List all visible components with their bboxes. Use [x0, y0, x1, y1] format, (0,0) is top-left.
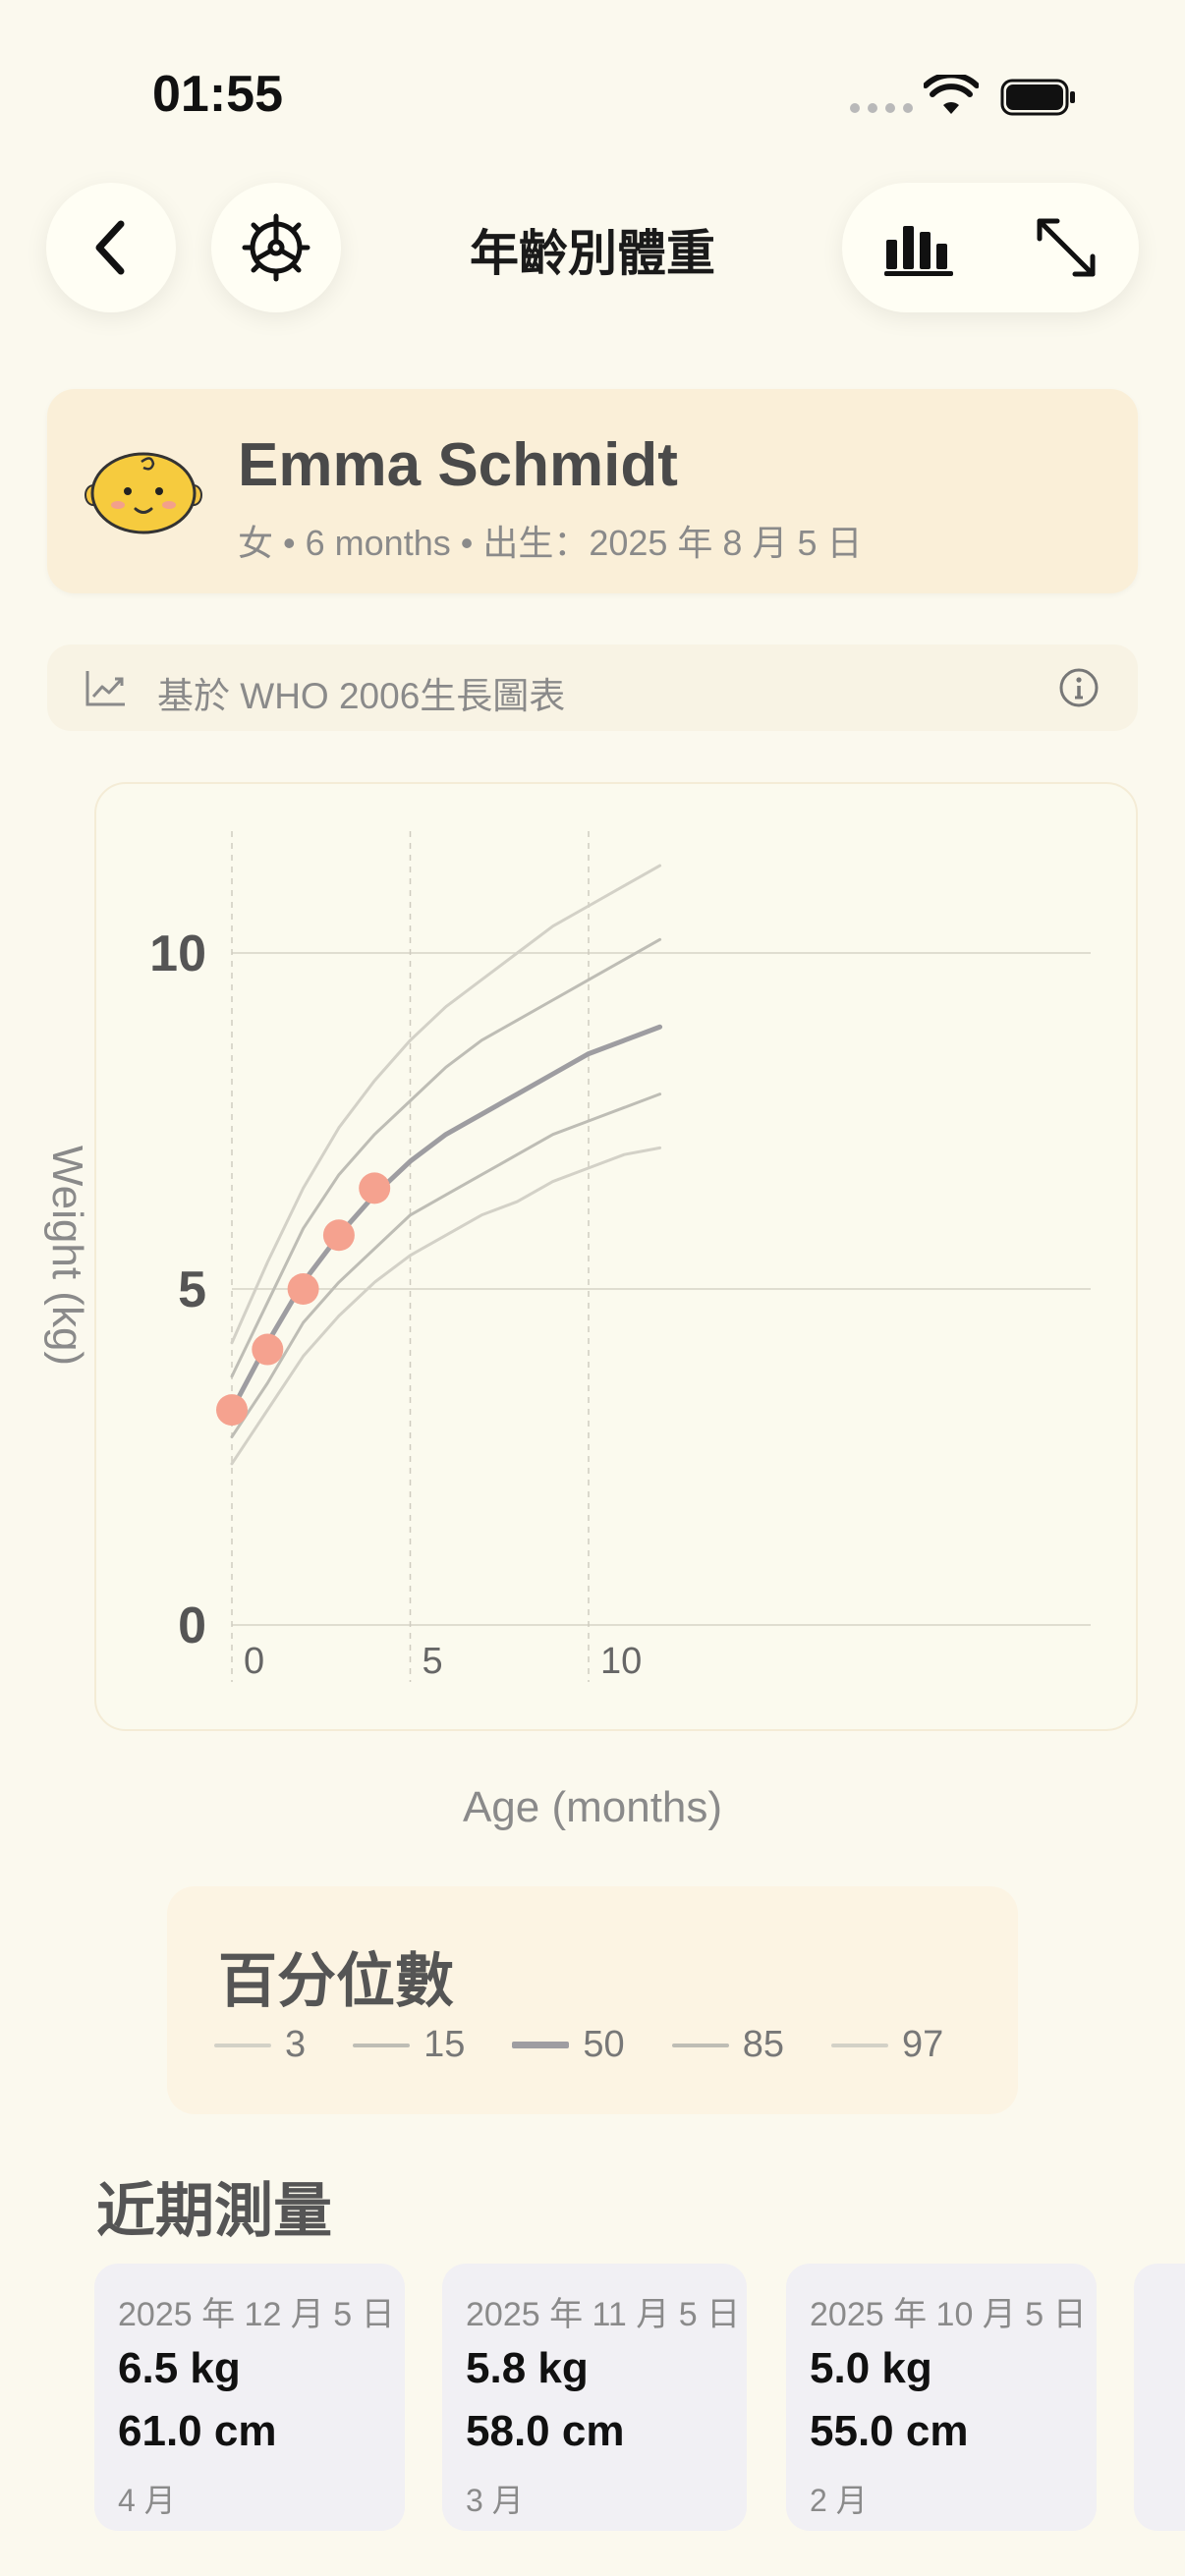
legend-label: 97	[901, 2024, 944, 2065]
legend-items: 3 15 50 85 97	[214, 2024, 943, 2066]
measurement-date: 2025 年 10 月 5 日	[810, 2296, 1087, 2333]
chevron-left-icon	[95, 220, 125, 275]
gear-icon	[242, 213, 310, 282]
percentile-legend: 百分位數 3 15 50 85 97	[167, 1886, 1018, 2114]
measurement-cards[interactable]: 2025 年 12 月 5 日 6.5 kg 61.0 cm 4 月 2025 …	[94, 2264, 1185, 2533]
child-details: 女 • 6 months • 出生：2025 年 8 月 5 日	[238, 515, 862, 566]
measurement-card[interactable]	[1134, 2264, 1185, 2531]
legend-item: 15	[353, 2024, 465, 2066]
measurement-age: 4 月	[118, 2483, 176, 2518]
wifi-icon	[924, 75, 979, 114]
child-age: 6 months	[305, 523, 451, 563]
toolbar-pill	[842, 183, 1139, 312]
legend-swatch	[214, 2043, 271, 2047]
legend-swatch	[671, 2043, 729, 2047]
legend-swatch	[830, 2043, 888, 2047]
recent-measurements-title: 近期測量	[96, 2178, 332, 2244]
measurement-age: 2 月	[810, 2483, 868, 2518]
legend-label: 50	[583, 2024, 625, 2065]
measurement-height: 55.0 cm	[810, 2407, 969, 2455]
child-gender: 女	[238, 523, 274, 563]
source-banner: 基於 WHO 2006生長圖表	[47, 644, 1138, 731]
back-button[interactable]	[46, 183, 176, 312]
info-icon[interactable]	[1057, 666, 1100, 709]
source-text: 基於 WHO 2006生長圖表	[157, 676, 566, 716]
legend-label: 3	[285, 2024, 307, 2065]
legend-label: 15	[423, 2024, 466, 2065]
child-birth-date: 出生：2025 年 8 月 5 日	[482, 523, 863, 563]
measurement-height: 61.0 cm	[118, 2407, 277, 2455]
battery-icon	[1000, 79, 1075, 116]
legend-swatch	[353, 2043, 411, 2047]
measurement-date: 2025 年 12 月 5 日	[118, 2296, 395, 2333]
child-name: Emma Schmidt	[238, 431, 678, 499]
measurement-weight: 5.8 kg	[466, 2344, 589, 2392]
legend-item: 97	[830, 2024, 944, 2066]
measurement-card[interactable]: 2025 年 11 月 5 日 5.8 kg 58.0 cm 3 月	[442, 2264, 747, 2531]
bar-chart-icon	[884, 226, 953, 276]
measurement-card[interactable]: 2025 年 10 月 5 日 5.0 kg 55.0 cm 2 月	[786, 2264, 1097, 2531]
signal-icon	[850, 103, 913, 113]
growth-chart-card[interactable]	[94, 782, 1138, 1731]
x-axis-label: Age (months)	[462, 1783, 723, 1831]
legend-label: 85	[742, 2024, 784, 2065]
measurement-weight: 6.5 kg	[118, 2344, 241, 2392]
status-time: 01:55	[152, 66, 283, 123]
y-axis-label: Weight (kg)	[43, 1145, 91, 1367]
legend-item: 85	[671, 2024, 784, 2066]
profile-card[interactable]: Emma Schmidt 女 • 6 months • 出生：2025 年 8 …	[47, 389, 1138, 593]
measurement-date: 2025 年 11 月 5 日	[466, 2296, 741, 2333]
separator-dot: •	[283, 523, 306, 563]
measurement-age: 3 月	[466, 2483, 524, 2518]
legend-item: 50	[512, 2024, 625, 2066]
chart-type-button[interactable]	[854, 183, 984, 312]
measurement-card[interactable]: 2025 年 12 月 5 日 6.5 kg 61.0 cm 4 月	[94, 2264, 405, 2531]
measurement-height: 58.0 cm	[466, 2407, 625, 2455]
legend-swatch	[512, 2042, 570, 2048]
fullscreen-button[interactable]	[1001, 183, 1131, 312]
separator-dot: •	[460, 523, 483, 563]
trend-chart-icon	[85, 671, 125, 706]
baby-face-icon	[85, 452, 202, 534]
legend-item: 3	[214, 2024, 306, 2066]
settings-button[interactable]	[211, 183, 341, 312]
legend-title: 百分位數	[218, 1948, 454, 2014]
expand-icon	[1037, 218, 1096, 277]
measurement-weight: 5.0 kg	[810, 2344, 932, 2392]
